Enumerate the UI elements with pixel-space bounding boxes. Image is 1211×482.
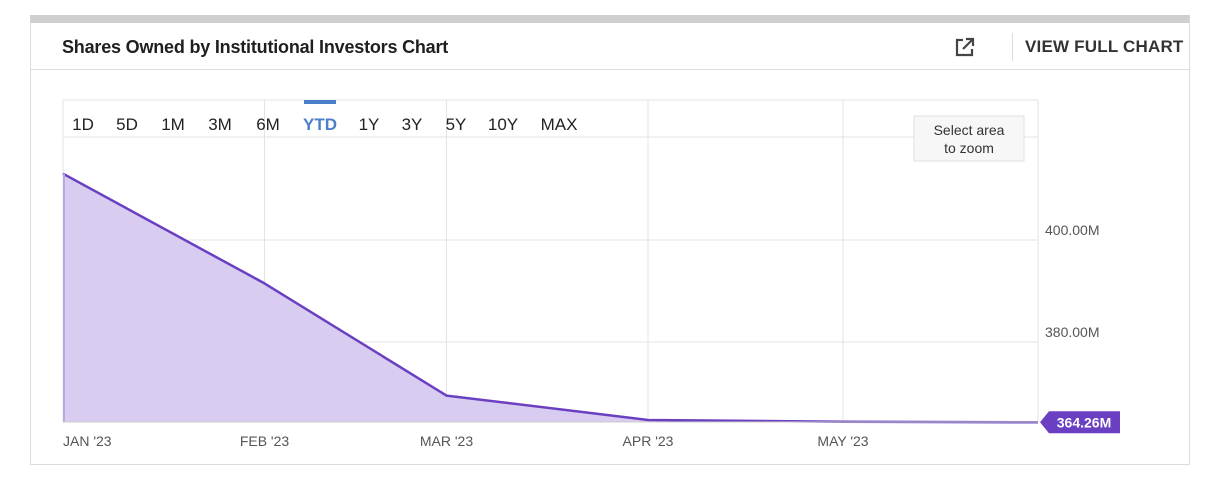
range-button-1y[interactable]: 1Y xyxy=(359,115,380,134)
range-button-1d[interactable]: 1D xyxy=(72,115,94,134)
range-active-indicator xyxy=(304,100,336,104)
last-value-tag xyxy=(1040,411,1120,434)
range-button-max[interactable]: MAX xyxy=(541,115,578,134)
range-button-1m[interactable]: 1M xyxy=(161,115,185,134)
range-button-5d[interactable]: 5D xyxy=(116,115,138,134)
range-button-3y[interactable]: 3Y xyxy=(402,115,423,134)
series-area xyxy=(63,173,1038,423)
range-button-10y[interactable]: 10Y xyxy=(488,115,518,134)
header-divider xyxy=(1012,33,1013,61)
zoom-hint-box xyxy=(913,115,1025,162)
range-button-ytd[interactable]: YTD xyxy=(303,115,337,134)
x-tick-label: MAR '23 xyxy=(420,433,473,449)
x-tick-label: JAN '23 xyxy=(63,433,112,449)
x-tick-label: FEB '23 xyxy=(240,433,290,449)
range-button-3m[interactable]: 3M xyxy=(208,115,232,134)
card-header: Shares Owned by Institutional Investors … xyxy=(31,23,1189,70)
x-tick-label: MAY '23 xyxy=(817,433,868,449)
range-button-6m[interactable]: 6M xyxy=(256,115,280,134)
x-tick-label: APR '23 xyxy=(623,433,674,449)
external-link-icon[interactable] xyxy=(952,34,978,60)
last-value-label: 364.26M xyxy=(1057,414,1111,430)
y-tick-label: 380.00M xyxy=(1045,324,1099,340)
zoom-hint-text: Select area xyxy=(934,122,1005,138)
chart-title: Shares Owned by Institutional Investors … xyxy=(62,37,449,57)
view-full-chart-link[interactable]: VIEW FULL CHART xyxy=(1025,37,1184,56)
y-tick-label: 400.00M xyxy=(1045,222,1099,238)
zoom-hint-text: to zoom xyxy=(944,140,994,156)
range-button-5y[interactable]: 5Y xyxy=(446,115,467,134)
